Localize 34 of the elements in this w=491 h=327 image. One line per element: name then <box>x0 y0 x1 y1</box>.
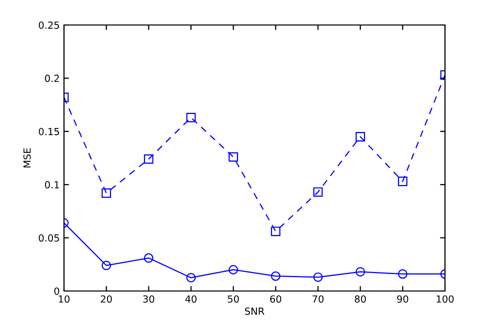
x-tick-label: 50 <box>228 295 239 303</box>
point <box>144 253 154 263</box>
point <box>186 272 196 282</box>
point <box>398 176 408 186</box>
point <box>186 112 196 122</box>
x-tick-label: 90 <box>397 295 408 303</box>
point <box>398 269 408 279</box>
point <box>313 187 323 197</box>
x-axis-title: SNR <box>245 308 264 315</box>
x-tick-label: 40 <box>185 295 197 303</box>
y-tick-label: 0.15 <box>38 128 59 136</box>
point <box>228 152 238 162</box>
point <box>102 260 112 270</box>
point <box>102 188 112 198</box>
x-tick-label: 10 <box>58 295 70 303</box>
point <box>270 226 280 236</box>
y-tick-label: 0.2 <box>45 74 59 82</box>
x-tick-label: 20 <box>100 295 112 303</box>
y-tick-label: 0.05 <box>38 234 59 242</box>
y-axis-title: MSE <box>23 148 31 168</box>
point <box>144 154 154 164</box>
x-tick-label: 80 <box>354 295 366 303</box>
point <box>356 132 366 142</box>
x-tick-label: 60 <box>270 295 282 303</box>
x-tick-label: 100 <box>436 295 454 303</box>
point <box>356 267 366 277</box>
y-tick-label: 0.25 <box>38 21 59 29</box>
point <box>270 271 280 281</box>
y-tick-label: 0.1 <box>45 181 59 188</box>
x-tick-label: 70 <box>312 295 324 303</box>
y-tick-label: 0 <box>54 287 60 295</box>
point <box>313 272 323 282</box>
point <box>228 265 238 274</box>
x-tick-label: 30 <box>143 295 154 303</box>
